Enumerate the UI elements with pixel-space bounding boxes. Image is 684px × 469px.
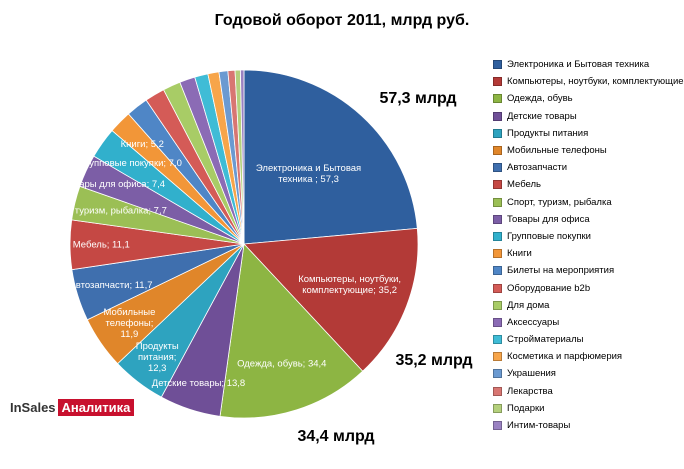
legend-swatch [493, 266, 502, 276]
pie-slice [243, 227, 419, 372]
legend-swatch [493, 300, 502, 310]
brand-logo-badge: Аналитика [57, 399, 135, 416]
value-callout: 57,3 млрд [379, 90, 456, 107]
legend-item: Лекарства [493, 383, 683, 400]
slice-label: Компьютеры, ноутбуки, комплектующие; 35,2 [298, 274, 401, 296]
legend-label: Для дома [507, 299, 550, 311]
brand-logo-text: InSales [10, 400, 56, 415]
slice-label: Книги; 5,2 [121, 139, 164, 150]
legend-item: Косметика и парфюмерия [493, 348, 683, 365]
legend-label: Электроника и Бытовая техника [507, 59, 650, 71]
legend-label: Билеты на мероприятия [507, 265, 615, 277]
legend-label: Аксессуары [507, 316, 560, 328]
legend-item: Украшения [493, 365, 683, 382]
legend-item: Мебель [493, 176, 683, 193]
legend-item: Спорт, туризм, рыбалка [493, 194, 683, 211]
legend-swatch [493, 403, 502, 413]
legend-label: Подарки [507, 402, 545, 414]
pie-slice [243, 69, 418, 245]
legend-swatch [493, 111, 502, 121]
legend-swatch [493, 283, 502, 293]
legend-swatch [493, 317, 502, 327]
legend-swatch [493, 180, 502, 190]
slice-label: Детские товары; 13,8 [152, 378, 245, 389]
slice-label: Одежда, обувь; 34,4 [237, 358, 326, 369]
legend-swatch [493, 94, 502, 104]
legend-item: Книги [493, 245, 683, 262]
legend-label: Групповые покупки [507, 230, 591, 242]
legend-swatch [493, 60, 502, 70]
slice-label: Мебель; 11,1 [73, 240, 130, 251]
legend-item: Билеты на мероприятия [493, 262, 683, 279]
legend-label: Книги [507, 248, 532, 260]
slice-label: Электроника и Бытовая техника ; 57,3 [256, 163, 361, 185]
legend-item: Электроника и Бытовая техника [493, 56, 683, 73]
legend-label: Стройматериалы [507, 334, 584, 346]
legend-label: Лекарства [507, 385, 553, 397]
legend-swatch [493, 421, 502, 431]
slice-label: Товары для офиса; 7,4 [64, 179, 165, 190]
legend-swatch [493, 249, 502, 259]
legend-item: Товары для офиса [493, 211, 683, 228]
legend-item: Интим-товары [493, 417, 683, 434]
legend-label: Мобильные телефоны [507, 145, 607, 157]
slice-label: Автозапчасти; 11,7 [69, 280, 152, 291]
legend-label: Детские товары [507, 110, 577, 122]
legend-label: Оборудование b2b [507, 282, 591, 294]
legend-swatch [493, 386, 502, 396]
legend-item: Стройматериалы [493, 331, 683, 348]
slice-label: Спорт, туризм, рыбалка; 7,7 [44, 205, 167, 216]
legend-swatch [493, 146, 502, 156]
legend-label: Интим-товары [507, 420, 571, 432]
legend-label: Товары для офиса [507, 213, 590, 225]
legend-swatch [493, 335, 502, 345]
pie-slice [219, 243, 364, 419]
slice-label: Продукты питания; 12,3 [136, 341, 179, 374]
brand-logo: InSales Аналитика [10, 399, 135, 416]
legend-item: Одежда, обувь [493, 90, 683, 107]
legend-item: Детские товары [493, 108, 683, 125]
slice-label: Групповые покупки; 7,0 [79, 158, 181, 169]
legend-label: Косметика и парфюмерия [507, 351, 623, 363]
legend-label: Спорт, туризм, рыбалка [507, 196, 612, 208]
chart-title: Годовой оборот 2011, млрд руб. [214, 12, 470, 29]
legend-item: Автозапчасти [493, 159, 683, 176]
legend-item: Оборудование b2b [493, 279, 683, 296]
legend-item: Продукты питания [493, 125, 683, 142]
legend-item: Мобильные телефоны [493, 142, 683, 159]
legend-label: Компьютеры, ноутбуки, комплектующие [507, 76, 684, 88]
value-callout: 34,4 млрд [297, 428, 374, 445]
legend-label: Одежда, обувь [507, 93, 573, 105]
legend-swatch [493, 214, 502, 224]
legend-swatch [493, 163, 502, 173]
legend-label: Мебель [507, 179, 541, 191]
legend-label: Продукты питания [507, 127, 589, 139]
legend-item: Компьютеры, ноутбуки, комплектующие [493, 73, 684, 90]
legend-swatch [493, 231, 502, 241]
legend-swatch [493, 197, 502, 207]
legend-item: Аксессуары [493, 314, 683, 331]
legend-swatch [493, 369, 502, 379]
value-callout: 35,2 млрд [395, 352, 472, 369]
slice-label: Мобильные телефоны; 11,9 [103, 307, 155, 340]
legend-label: Украшения [507, 368, 556, 380]
legend-item: Подарки [493, 400, 683, 417]
pie-slice [239, 69, 245, 245]
legend-swatch [493, 77, 502, 87]
legend-label: Автозапчасти [507, 162, 568, 174]
legend: Электроника и Бытовая техника Компьютеры,… [493, 56, 684, 434]
legend-item: Для дома [493, 297, 683, 314]
legend-item: Групповые покупки [493, 228, 683, 245]
legend-swatch [493, 128, 502, 138]
legend-swatch [493, 352, 502, 362]
